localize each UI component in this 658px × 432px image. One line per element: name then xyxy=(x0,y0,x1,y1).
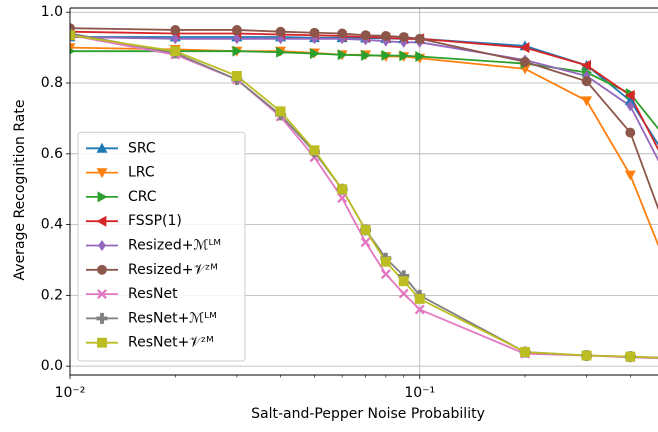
legend-box xyxy=(77,131,246,362)
marker xyxy=(275,26,286,37)
marker xyxy=(398,276,409,287)
marker xyxy=(360,30,371,41)
marker xyxy=(415,50,426,62)
legend-marker xyxy=(96,215,107,227)
marker xyxy=(232,45,243,57)
legend-label: Resized+𝒱ᶻᴹ xyxy=(128,262,218,278)
legend-label: ResNet+ℳᴸᴹ xyxy=(128,310,217,326)
marker xyxy=(337,193,348,203)
marker xyxy=(170,46,181,57)
series-line xyxy=(70,50,658,130)
marker xyxy=(520,56,530,67)
marker xyxy=(70,48,76,55)
marker xyxy=(231,70,242,81)
y-tick-label: 0.6 xyxy=(41,146,63,162)
legend-marker xyxy=(96,142,108,153)
legend-marker xyxy=(97,337,107,348)
marker xyxy=(581,76,592,87)
marker xyxy=(380,31,391,41)
legend-marker xyxy=(97,264,107,275)
marker xyxy=(381,49,392,61)
axes: 0.0 0.2 0.4 0.6 0.8 1.0 10⁻² 10⁻¹ SRC LRC CRC FSSP(… xyxy=(41,4,658,401)
marker xyxy=(380,269,391,280)
marker xyxy=(581,96,593,107)
marker xyxy=(310,48,320,60)
plot-area xyxy=(70,23,658,363)
legend-marker xyxy=(97,289,107,300)
legend-label: CRC xyxy=(128,189,157,205)
legend-label: ResNet+𝒱ᶻᴹ xyxy=(128,335,214,351)
marker xyxy=(414,304,425,315)
marker xyxy=(519,42,530,54)
marker xyxy=(625,351,636,362)
legend-label: LRC xyxy=(128,165,155,181)
marker xyxy=(624,89,635,101)
marker xyxy=(414,293,425,304)
marker xyxy=(233,33,241,45)
marker xyxy=(398,288,409,299)
marker xyxy=(399,50,410,62)
marker xyxy=(380,256,391,267)
legend-marker xyxy=(96,168,108,179)
legend-label: Resized+ℳᴸᴹ xyxy=(128,238,221,254)
y-tick-label: 0.8 xyxy=(41,75,63,91)
marker xyxy=(414,33,425,44)
legend-label: FSSP(1) xyxy=(128,213,182,229)
marker xyxy=(624,95,636,106)
marker xyxy=(231,24,242,35)
legend-marker xyxy=(96,312,108,324)
marker xyxy=(70,30,75,41)
marker xyxy=(337,49,348,61)
marker xyxy=(309,145,320,156)
legend-label: SRC xyxy=(128,140,156,156)
marker xyxy=(581,350,592,361)
marker xyxy=(170,24,181,35)
legend-marker xyxy=(97,191,108,203)
legend-label: ResNet xyxy=(128,286,178,302)
series-line xyxy=(70,34,658,359)
y-axis-label: Average Recognition Rate xyxy=(12,100,28,281)
marker xyxy=(337,184,348,195)
marker xyxy=(360,224,371,235)
x-tick-label: 10⁻¹ xyxy=(404,385,435,401)
marker xyxy=(398,32,409,42)
axis-frame xyxy=(69,7,658,376)
x-tick-label: 10⁻² xyxy=(55,385,86,401)
y-tick-label: 0.2 xyxy=(41,287,63,303)
marker xyxy=(360,237,371,248)
marker xyxy=(581,59,592,71)
marker xyxy=(337,28,348,39)
series-line xyxy=(70,36,658,162)
y-tick-label: 0.0 xyxy=(41,358,63,374)
marker xyxy=(276,46,287,58)
marker xyxy=(398,270,410,282)
marker xyxy=(171,33,180,45)
marker xyxy=(626,100,635,112)
x-axis-label: Salt-and-Pepper Noise Probability xyxy=(251,406,485,422)
legend-marker xyxy=(98,240,106,251)
marker xyxy=(520,347,530,357)
marker xyxy=(309,27,320,38)
series-line xyxy=(70,30,658,151)
marker xyxy=(625,127,636,138)
y-tick-label: 0.4 xyxy=(41,217,63,233)
marker xyxy=(275,106,286,117)
marker xyxy=(310,33,319,45)
y-tick-label: 1.0 xyxy=(41,4,63,20)
series-line xyxy=(70,27,658,211)
marker xyxy=(361,49,372,61)
marker xyxy=(624,170,636,181)
